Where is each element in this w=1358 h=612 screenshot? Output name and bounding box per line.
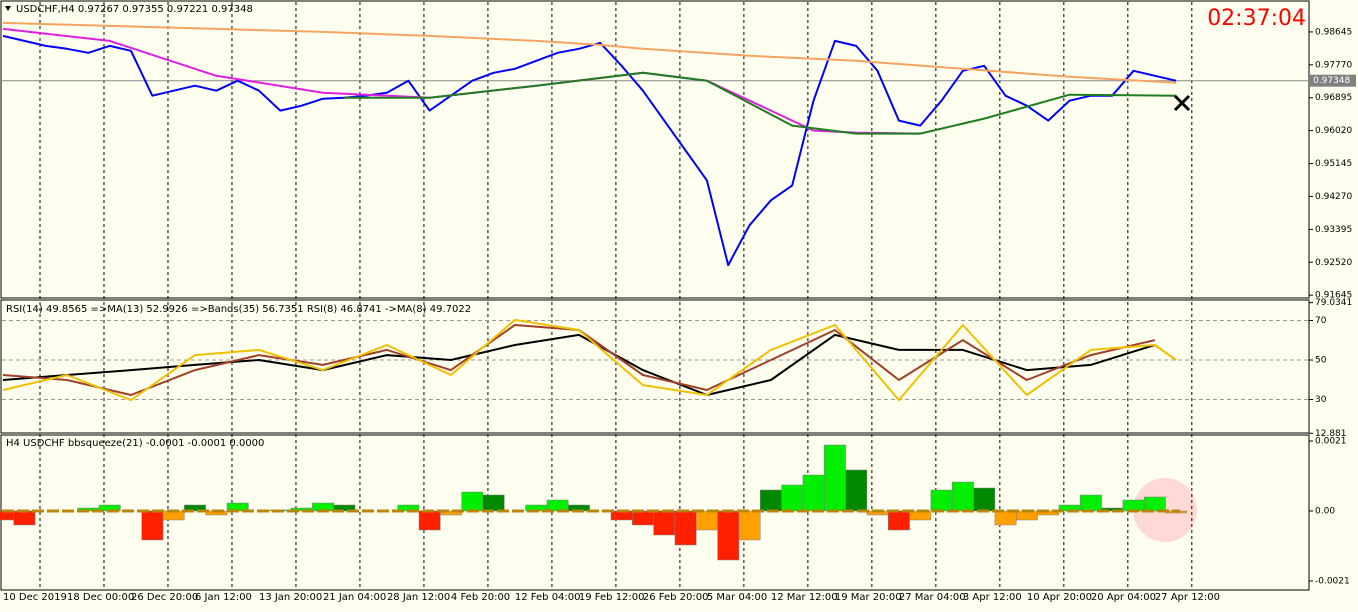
x-tick-label: 4 Feb 20:00	[451, 592, 510, 603]
last-price-label: 0.97348	[1313, 76, 1350, 86]
x-tick-label: 21 Jan 04:00	[323, 592, 386, 603]
y-tick-label: 0.95145	[1315, 159, 1352, 169]
series-line	[344, 71, 1177, 135]
histogram-bar	[632, 510, 654, 526]
x-tick-label: 13 Jan 20:00	[259, 592, 322, 603]
y-tick-label: 0.98645	[1315, 27, 1352, 37]
histogram-bar	[461, 491, 484, 512]
histogram-bar	[674, 510, 697, 546]
histogram-bar	[653, 510, 676, 536]
y-tick-label: 12.881	[1315, 429, 1347, 439]
histogram-bar	[845, 469, 868, 512]
y-tick-label: 50	[1315, 356, 1327, 366]
y-tick-label: 0.96020	[1315, 126, 1352, 136]
histogram-bar	[546, 499, 569, 512]
histogram-bar	[738, 510, 761, 541]
x-tick-label: 20 Apr 04:00	[1091, 592, 1156, 603]
histogram-bar	[696, 510, 718, 531]
x-tick-label: 28 Jan 12:00	[387, 592, 450, 603]
histogram-bar	[141, 510, 164, 541]
x-tick-label: 26 Dec 20:00	[131, 592, 198, 603]
histogram-bar	[440, 510, 462, 516]
x-tick-label: 10 Apr 20:00	[1027, 592, 1092, 603]
x-tick-label: 27 Apr 12:00	[1155, 592, 1220, 603]
histogram-bar	[781, 484, 804, 512]
y-tick-label: 70	[1315, 316, 1327, 326]
histogram-bar	[13, 510, 36, 526]
clock: 02:37:04	[1207, 6, 1306, 31]
y-tick-label: 0.92520	[1315, 258, 1352, 268]
x-tick-label: 10 Dec 2019	[3, 592, 67, 603]
menu-arrow	[5, 6, 11, 11]
y-tick-label: 30	[1315, 395, 1327, 405]
series-line	[2, 318, 1177, 402]
rsi-title: RSI(14) 49.8565 =>MA(13) 52.9926 =>Bands…	[6, 304, 471, 315]
price-panel	[0, 0, 1310, 299]
x-tick-label: 3 Apr 12:00	[963, 592, 1022, 603]
histogram-bar	[824, 444, 846, 512]
y-tick-label: 0.93395	[1315, 225, 1352, 235]
histogram-bar	[930, 489, 953, 512]
series-line	[2, 333, 1156, 396]
y-tick-label: 0.91645	[1315, 291, 1352, 301]
histogram-bar	[888, 510, 910, 531]
histogram-bar	[418, 510, 441, 531]
x-tick-label: 12 Feb 04:00	[515, 592, 581, 603]
y-tick-label: 0.94270	[1315, 192, 1352, 202]
histogram-bar	[994, 510, 1017, 526]
rsi-panel	[0, 299, 1310, 434]
x-tick-label: 12 Mar 12:00	[771, 592, 838, 603]
x-tick-label: 27 Mar 04:00	[899, 592, 966, 603]
price-title: USDCHF,H4 0.97267 0.97355 0.97221 0.9734…	[16, 4, 253, 15]
histogram-bar	[760, 489, 782, 512]
squeeze-title: H4 USDCHF bbsqueeze(21) -0.0001 -0.0001 …	[6, 438, 264, 449]
histogram-bar	[952, 481, 974, 512]
histogram-bar	[482, 494, 505, 512]
x-tick-label: 6 Jan 12:00	[195, 592, 252, 603]
y-tick-label: 0.97770	[1315, 60, 1352, 70]
series-line	[2, 34, 1177, 267]
histogram-bar	[1079, 494, 1102, 512]
histogram-bar	[717, 510, 740, 561]
histogram-bar	[1143, 496, 1166, 512]
y-tick-label: 0.0021	[1315, 437, 1347, 447]
series-line	[2, 21, 1177, 84]
x-tick-label: 18 Dec 00:00	[67, 592, 134, 603]
histogram-bar	[184, 504, 206, 512]
y-tick-label: 0.96895	[1315, 93, 1352, 103]
x-tick-label: 5 Mar 04:00	[707, 592, 767, 603]
histogram-bar	[802, 474, 825, 512]
x-tick-label: 19 Mar 20:00	[835, 592, 902, 603]
x-tick-label: 19 Feb 12:00	[579, 592, 645, 603]
x-tick-label: 26 Feb 20:00	[643, 592, 709, 603]
y-tick-label: -0.0021	[1315, 577, 1350, 587]
y-tick-label: 0.00	[1315, 507, 1335, 517]
close-marker	[1173, 94, 1191, 112]
histogram-bar	[333, 504, 356, 512]
histogram-bar	[973, 487, 996, 512]
last-price-tag	[1310, 74, 1356, 87]
y-tick-label: 79.0341	[1315, 298, 1352, 308]
histogram-bar	[1122, 499, 1145, 512]
